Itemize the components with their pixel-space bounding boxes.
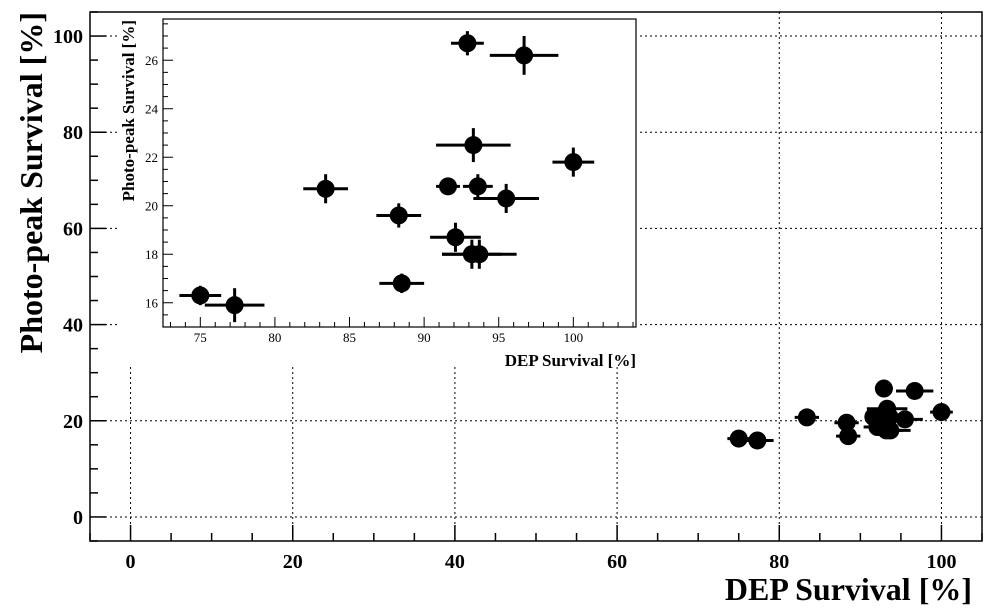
main-data-point <box>880 407 899 426</box>
inset-data-point <box>470 245 489 264</box>
inset-x-tick-label: 85 <box>343 330 356 345</box>
inset-y-tick-label: 24 <box>145 102 159 117</box>
inset-x-tick-label: 80 <box>268 330 281 345</box>
inset-data-point <box>458 34 477 53</box>
inset-x-tick-label: 90 <box>418 330 431 345</box>
main-data-point <box>729 429 748 448</box>
inset-x-tick-label: 95 <box>492 330 505 345</box>
main-x-tick-label: 40 <box>445 551 465 573</box>
main-data-point <box>748 431 767 450</box>
inset-data-point <box>446 228 465 247</box>
main-y-tick-label: 100 <box>53 26 83 48</box>
inset-axes: 75 80 85 90 95 100 16 18 20 22 24 26 <box>145 18 637 345</box>
inset-plot-frame <box>162 18 637 328</box>
inset-data-point <box>316 179 335 198</box>
main-data-point <box>874 379 893 398</box>
inset-y-tick-label: 18 <box>145 247 158 262</box>
inset-x-tick-label: 75 <box>194 330 207 345</box>
inset-data-point <box>468 177 487 196</box>
main-y-tick-label: 80 <box>63 122 83 144</box>
main-y-axis-title: Photo-peak Survival [%] <box>13 12 49 353</box>
main-y-tick-label: 40 <box>63 315 83 337</box>
main-x-tick-label: 0 <box>126 551 136 573</box>
main-x-tick-label: 100 <box>926 551 956 573</box>
inset-data-point <box>497 189 516 208</box>
inset-data-point <box>564 153 583 172</box>
main-y-tick-label: 0 <box>73 507 83 529</box>
inset-x-axis-title: DEP Survival [%] <box>505 351 636 370</box>
main-data-point <box>839 427 858 446</box>
main-x-tick-label: 80 <box>769 551 789 573</box>
main-data-point <box>895 410 914 429</box>
inset-data-point <box>392 274 411 293</box>
main-data-point <box>932 403 951 422</box>
inset-data-points <box>179 31 595 323</box>
inset-data-point <box>438 177 457 196</box>
main-data-point <box>797 408 816 427</box>
main-data-point <box>905 381 924 400</box>
inset-data-point <box>225 296 244 315</box>
inset-x-tick-label: 100 <box>564 330 584 345</box>
inset-y-tick-label: 20 <box>145 199 158 214</box>
inset-y-axis-title: Photo-peak Survival [%] <box>119 20 138 201</box>
inset-data-point <box>191 286 210 305</box>
main-x-tick-label: 20 <box>283 551 303 573</box>
main-data-point <box>837 413 856 432</box>
main-y-tick-label: 20 <box>63 411 83 433</box>
inset-data-point <box>464 136 483 155</box>
inset-y-tick-label: 26 <box>145 53 159 68</box>
inset-y-tick-label: 22 <box>145 150 158 165</box>
inset-data-point <box>389 206 408 225</box>
main-x-axis-title: DEP Survival [%] <box>725 571 972 607</box>
inset-data-point <box>515 46 534 65</box>
inset-y-tick-label: 16 <box>145 296 159 311</box>
main-data-points <box>727 379 953 450</box>
main-data-point <box>881 421 900 440</box>
main-x-tick-label: 60 <box>607 551 627 573</box>
main-axes: 0 20 40 60 80 100 0 20 40 60 80 100 <box>53 11 983 573</box>
inset-panel <box>120 12 638 367</box>
main-y-tick-label: 60 <box>63 218 83 240</box>
